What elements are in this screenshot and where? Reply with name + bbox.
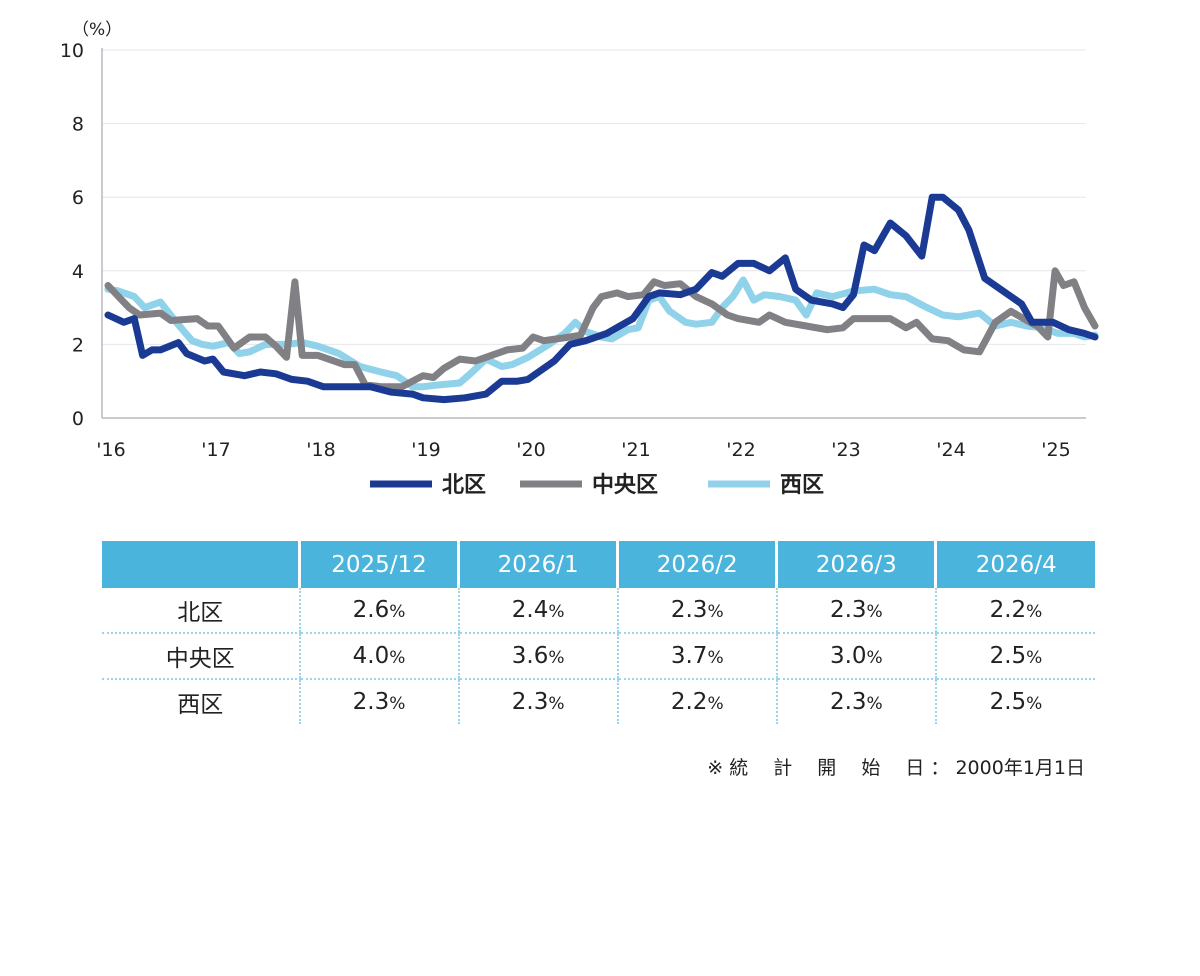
table-header-cell: 2026/4	[934, 541, 1095, 588]
series-line-1	[104, 267, 1099, 391]
table-cell: 2.6%	[298, 588, 459, 634]
cell-value: 2.4	[511, 597, 549, 623]
y-tick-label: 8	[72, 114, 84, 136]
row-label: 北区	[102, 588, 300, 634]
table-cell: 2.2%	[934, 588, 1095, 634]
cell-value: 2.3	[511, 689, 549, 715]
table-row: 西区 2.3% 2.3% 2.2% 2.3% 2.5%	[102, 679, 1095, 724]
table-row: 北区 2.6% 2.4% 2.3% 2.3% 2.2%	[102, 588, 1095, 634]
legend-label: 中央区	[592, 472, 658, 498]
cell-value: 2.5	[989, 689, 1027, 715]
table-cell: 3.7%	[616, 633, 777, 680]
axes	[101, 48, 1086, 419]
cell-value: 2.2	[670, 689, 708, 715]
table-cell: 2.4%	[457, 588, 618, 634]
row-label: 中央区	[102, 633, 300, 680]
table-cell: 2.3%	[775, 679, 936, 724]
table-cell: 2.3%	[457, 679, 618, 724]
table-cell: 2.5%	[934, 679, 1095, 724]
x-tick-label: '18	[306, 439, 335, 461]
legend: 北区 中央区 西区	[370, 472, 824, 498]
cell-value: 2.3	[670, 597, 708, 623]
row-label: 西区	[177, 692, 224, 718]
percent-sign: %	[389, 648, 406, 668]
y-tick-label: 0	[72, 408, 84, 430]
percent-sign: %	[1026, 648, 1043, 668]
table-cell: 2.3%	[298, 679, 459, 724]
percent-sign: %	[548, 694, 565, 714]
grid-lines	[102, 49, 1086, 345]
cell-value: 2.6	[352, 597, 390, 623]
table-cell: 3.6%	[457, 633, 618, 680]
table-cell: 4.0%	[298, 633, 459, 680]
percent-sign: %	[866, 694, 883, 714]
percent-sign: %	[548, 648, 565, 668]
data-series	[104, 193, 1099, 404]
x-tick-label: '19	[411, 439, 440, 461]
x-tick-label: '23	[831, 439, 860, 461]
cell-value: 3.7	[670, 643, 708, 669]
x-tick-label: '16	[96, 439, 125, 461]
line-chart: 0 2 4 6 8 10 '16 '17 '18 '19 '20 '21 '22 '23 '24 '25 （…	[60, 20, 1099, 498]
legend-label: 北区	[442, 473, 486, 498]
series-line-0	[104, 193, 1099, 404]
cell-value: 2.3	[829, 597, 867, 623]
percent-sign: %	[866, 648, 883, 668]
percent-sign: %	[707, 648, 724, 668]
x-tick-label: '21	[621, 439, 650, 461]
table-header-row: 2025/12 2026/1 2026/2 2026/3 2026/4	[102, 541, 1095, 588]
table-cell: 2.3%	[775, 588, 936, 634]
y-tick-labels: 0 2 4 6 8 10	[60, 40, 84, 430]
percent-sign: %	[1026, 694, 1043, 714]
cell-value: 2.3	[829, 689, 867, 715]
cell-value: 3.0	[829, 643, 867, 669]
table-header-cell: 2025/12	[297, 541, 459, 588]
x-tick-labels: '16 '17 '18 '19 '20 '21 '22 '23 '24 '25	[96, 439, 1070, 461]
table-cell: 2.5%	[934, 633, 1095, 680]
percent-sign: %	[707, 694, 724, 714]
x-tick-label: '22	[726, 439, 755, 461]
percent-sign: %	[866, 602, 883, 622]
table-header-cell: 2026/3	[775, 541, 936, 588]
table-cell: 2.3%	[616, 588, 777, 634]
series-line-2	[104, 276, 1099, 391]
cell-value: 2.5	[989, 643, 1027, 669]
percent-sign: %	[707, 602, 724, 622]
rate-table: 2025/12 2026/1 2026/2 2026/3 2026/4 北区 2.6% 2.…	[102, 541, 1095, 724]
y-tick-label: 10	[60, 40, 84, 62]
table-header-cell: 2026/2	[616, 541, 777, 588]
table-body: 北区 2.6% 2.4% 2.3% 2.3% 2.2% 中央区 4.0% 3.6% 3.7% 3.0…	[102, 588, 1095, 724]
percent-sign: %	[389, 694, 406, 714]
percent-sign: %	[548, 602, 565, 622]
cell-value: 2.3	[352, 689, 390, 715]
x-tick-label: '17	[201, 439, 230, 461]
table-row: 中央区 4.0% 3.6% 3.7% 3.0% 2.5%	[102, 633, 1095, 680]
percent-sign: %	[389, 602, 406, 622]
y-tick-label: 2	[72, 334, 84, 356]
footnote: ※ 統 計 開 始 日 ： 2000年1月1日	[707, 757, 1085, 779]
x-tick-label: '24	[936, 439, 965, 461]
y-tick-label: 4	[72, 261, 84, 283]
table-cell: 2.2%	[616, 679, 777, 724]
cell-value: 2.2	[989, 597, 1027, 623]
percent-sign: %	[1026, 602, 1043, 622]
cell-value: 4.0	[352, 643, 390, 669]
table-header-blank	[102, 541, 300, 588]
legend-label: 西区	[780, 473, 824, 498]
y-tick-label: 6	[72, 187, 84, 209]
y-unit-label: （%）	[72, 20, 122, 40]
table-cell: 3.0%	[775, 633, 936, 680]
table-header-cell: 2026/1	[457, 541, 618, 588]
x-tick-label: '25	[1041, 439, 1070, 461]
cell-value: 3.6	[511, 643, 549, 669]
x-tick-label: '20	[516, 439, 545, 461]
